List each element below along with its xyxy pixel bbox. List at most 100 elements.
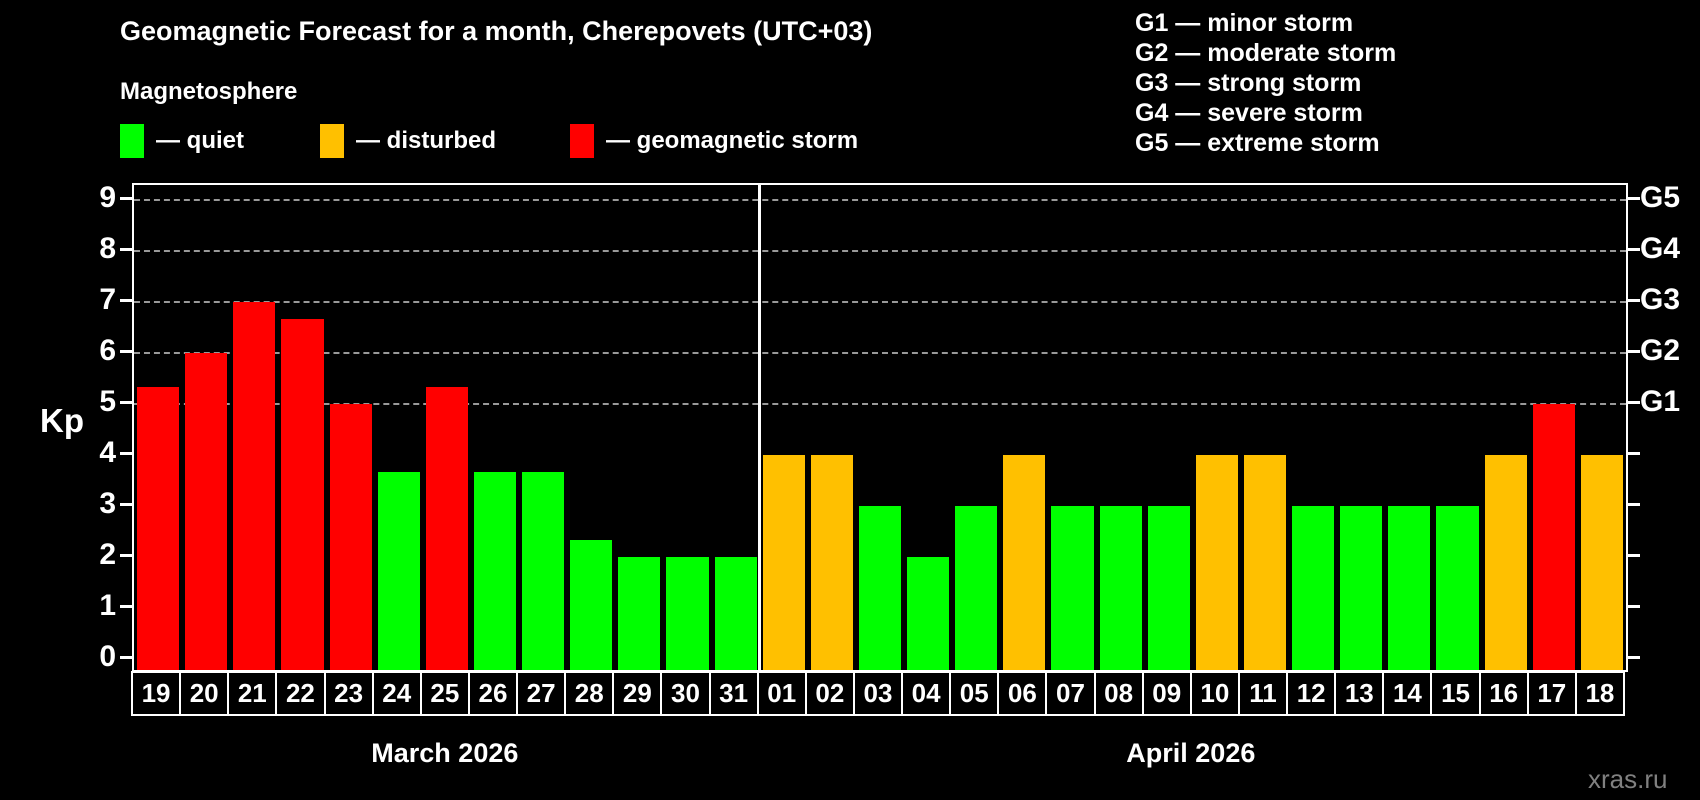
y-axis-tick-9: [120, 197, 132, 200]
right-axis-tick-0: [1628, 656, 1640, 659]
legend-item-quiet: — quiet: [120, 124, 244, 158]
storm-color-swatch: [570, 124, 594, 158]
kp-bar-07: [1051, 506, 1094, 670]
y-axis-tick-0: [120, 656, 132, 659]
kp-bar-27: [522, 471, 565, 670]
right-axis-tick-6: [1628, 350, 1640, 353]
date-cell-10: 10: [1189, 671, 1240, 716]
y-axis-tick-2: [120, 554, 132, 557]
kp-bar-02: [810, 455, 853, 670]
kp-bar-23: [329, 404, 372, 670]
kp-bar-06: [1003, 455, 1046, 670]
right-axis-tick-3: [1628, 503, 1640, 506]
y-axis-tick-1: [120, 605, 132, 608]
date-cell-06: 06: [997, 671, 1048, 716]
kp-bar-24: [377, 471, 420, 670]
month-label-march: March 2026: [371, 738, 519, 768]
kp-bar-21: [233, 302, 276, 670]
storm-scale-legend: G1 — minor storm G2 — moderate storm G3 …: [1135, 8, 1396, 158]
date-cell-25: 25: [419, 671, 470, 716]
kp-bar-22: [281, 318, 324, 670]
right-axis-label-g4: G4: [1640, 232, 1681, 265]
date-cell-01: 01: [756, 671, 807, 716]
date-cell-28: 28: [564, 671, 615, 716]
legend-item-disturbed: — disturbed: [320, 124, 496, 158]
kp-bar-09: [1147, 506, 1190, 670]
kp-bar-30: [666, 557, 709, 670]
kp-bar-18: [1580, 455, 1623, 670]
y-axis-tick-3: [120, 503, 132, 506]
y-tick-label-0: 0: [99, 640, 116, 673]
kp-bar-04: [907, 557, 950, 670]
date-cell-18: 18: [1574, 671, 1625, 716]
date-cell-17: 17: [1526, 671, 1577, 716]
y-tick-label-9: 9: [99, 181, 116, 214]
plot-area: [132, 183, 1628, 672]
date-cell-15: 15: [1430, 671, 1481, 716]
legend-label-quiet: — quiet: [156, 127, 244, 154]
y-axis-tick-5: [120, 401, 132, 404]
date-cell-11: 11: [1237, 671, 1289, 716]
gridline-kp6: [134, 352, 1626, 354]
y-axis-tick-7: [120, 299, 132, 302]
date-cell-29: 29: [612, 671, 663, 716]
disturbed-color-swatch: [320, 124, 344, 158]
y-tick-label-8: 8: [99, 232, 116, 265]
kp-bar-14: [1388, 506, 1431, 670]
kp-bar-11: [1243, 455, 1287, 670]
date-cell-16: 16: [1478, 671, 1529, 716]
kp-bar-16: [1484, 455, 1527, 670]
legend-label-storm: — geomagnetic storm: [606, 127, 859, 154]
y-tick-label-7: 7: [99, 283, 116, 316]
y-axis-tick-8: [120, 248, 132, 251]
kp-bar-03: [858, 506, 902, 670]
kp-bar-10: [1195, 455, 1238, 670]
right-axis-label-g1: G1: [1640, 385, 1681, 418]
right-axis-tick-9: [1628, 197, 1640, 200]
y-axis-title: Kp: [40, 402, 84, 439]
date-cell-08: 08: [1093, 671, 1144, 716]
kp-bar-17: [1532, 404, 1575, 670]
kp-bar-31: [714, 557, 757, 670]
y-tick-label-5: 5: [99, 385, 116, 418]
date-cell-14: 14: [1382, 671, 1433, 716]
right-axis-tick-4: [1628, 452, 1640, 455]
y-tick-label-6: 6: [99, 334, 116, 367]
date-cell-19: 19: [131, 671, 182, 716]
date-cell-02: 02: [804, 671, 855, 716]
storm-scale-line-g2: G2 — moderate storm: [1135, 39, 1397, 67]
date-cell-20: 20: [179, 671, 230, 716]
date-cell-27: 27: [516, 671, 567, 716]
kp-bar-13: [1340, 506, 1383, 670]
kp-bar-12: [1292, 506, 1335, 670]
legend-label-disturbed: — disturbed: [356, 127, 497, 154]
y-axis-tick-6: [120, 350, 132, 353]
date-cell-23: 23: [323, 671, 374, 716]
chart-title: Geomagnetic Forecast for a month, Cherep…: [120, 16, 873, 46]
y-axis-tick-4: [120, 452, 132, 455]
date-cell-30: 30: [660, 671, 711, 716]
date-cell-09: 09: [1141, 671, 1192, 716]
gridline-kp7: [134, 301, 1626, 303]
kp-bar-08: [1099, 506, 1142, 670]
date-cell-31: 31: [708, 671, 759, 716]
storm-scale-line-g4: G4 — severe storm: [1135, 99, 1363, 127]
kp-bar-29: [618, 557, 661, 670]
quiet-color-swatch: [120, 124, 144, 158]
date-cell-24: 24: [371, 671, 422, 716]
date-cell-05: 05: [949, 671, 1000, 716]
date-cell-07: 07: [1045, 671, 1096, 716]
kp-bar-26: [473, 471, 517, 670]
watermark: xras.ru: [1588, 764, 1668, 794]
y-tick-label-1: 1: [99, 589, 116, 622]
kp-bar-05: [955, 506, 998, 670]
gridline-kp8: [134, 250, 1626, 252]
kp-bar-15: [1436, 506, 1479, 670]
right-axis-label-g2: G2: [1640, 334, 1681, 367]
legend-item-storm: — geomagnetic storm: [570, 124, 858, 158]
date-cell-04: 04: [901, 671, 952, 716]
right-axis-tick-7: [1628, 299, 1640, 302]
date-cell-03: 03: [852, 671, 904, 716]
storm-scale-line-g5: G5 — extreme storm: [1135, 129, 1380, 157]
